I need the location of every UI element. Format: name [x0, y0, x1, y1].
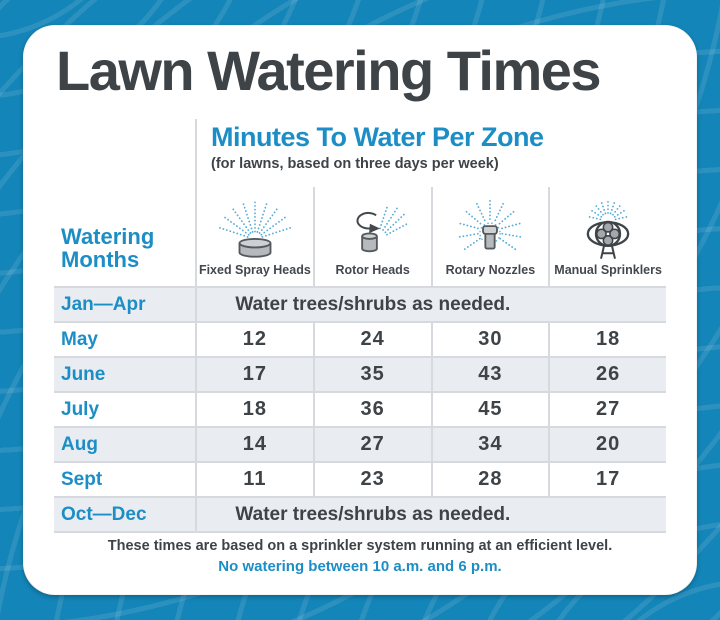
- value-cell: 35: [312, 358, 431, 391]
- value-cell: 26: [548, 358, 666, 391]
- value-cell: 24: [312, 323, 431, 356]
- table-header-row: Watering Months: [54, 187, 666, 286]
- table-row: Aug 14 27 34 20: [54, 426, 666, 461]
- value-cell: 11: [195, 463, 313, 496]
- value-cell: 18: [195, 393, 313, 426]
- subtitle-cell: Minutes To Water Per Zone (for lawns, ba…: [195, 119, 666, 187]
- page-title: Lawn Watering Times: [56, 39, 602, 102]
- value-cell: 30: [430, 323, 549, 356]
- table-row: Oct—Dec Water trees/shrubs as needed.: [54, 496, 666, 531]
- value-cell: 43: [430, 358, 549, 391]
- table-row: June 17 35 43 26: [54, 356, 666, 391]
- span-cell: Water trees/shrubs as needed.: [195, 498, 666, 531]
- value-cell: 12: [195, 323, 313, 356]
- rotary-nozzles-icon: [458, 199, 522, 251]
- value-cell: 27: [312, 428, 431, 461]
- footer: These times are based on a sprinkler sys…: [23, 538, 697, 575]
- fixed-spray-heads-icon: [217, 199, 293, 258]
- table-subtitle: Minutes To Water Per Zone: [211, 122, 544, 152]
- value-cell: 34: [430, 428, 549, 461]
- span-note: Water trees/shrubs as needed.: [235, 293, 511, 315]
- subtitle-spacer-cell: [54, 119, 195, 187]
- table-subtitle-note: (for lawns, based on three days per week…: [211, 156, 499, 172]
- footnote-efficiency: These times are based on a sprinkler sys…: [107, 538, 613, 554]
- column-label: Fixed Spray Heads: [198, 263, 311, 277]
- value-cell: 23: [312, 463, 431, 496]
- row-header-label: Watering Months: [61, 223, 155, 272]
- column-label: Manual Sprinklers: [554, 263, 662, 277]
- value-cell: 27: [548, 393, 666, 426]
- table-row: Jan—Apr Water trees/shrubs as needed.: [54, 286, 666, 321]
- column-label: Rotary Nozzles: [445, 263, 536, 277]
- table-row: Sept 11 23 28 17: [54, 461, 666, 496]
- footnote-no-watering-hours: No watering between 10 a.m. and 6 p.m.: [218, 558, 502, 575]
- value-cell: 45: [430, 393, 549, 426]
- column-header-manual-sprinklers: Manual Sprinklers: [548, 187, 666, 286]
- month-label: Sept: [61, 468, 103, 490]
- rotor-heads-icon: [356, 204, 410, 253]
- value-cell: 14: [195, 428, 313, 461]
- table-row: July 18 36 45 27: [54, 391, 666, 426]
- value-cell: 18: [548, 323, 666, 356]
- month-label: Jan—Apr: [61, 293, 146, 315]
- column-header-rotor-heads: Rotor Heads: [312, 187, 431, 286]
- month-label: July: [61, 398, 100, 420]
- value-cell: 17: [548, 463, 666, 496]
- month-label: Oct—Dec: [61, 503, 147, 525]
- column-header-rotary-nozzles: Rotary Nozzles: [430, 187, 549, 286]
- value-cell: 17: [195, 358, 313, 391]
- column-header-fixed-spray-heads: Fixed Spray Heads: [195, 187, 313, 286]
- column-label: Rotor Heads: [335, 263, 410, 277]
- month-label: June: [61, 363, 106, 385]
- month-label: May: [61, 328, 98, 350]
- table-subtitle-row: Minutes To Water Per Zone (for lawns, ba…: [54, 119, 666, 187]
- value-cell: 28: [430, 463, 549, 496]
- value-cell: 36: [312, 393, 431, 426]
- infographic-card: Lawn Watering Times Minutes To Water Per…: [23, 25, 697, 595]
- watering-table: Minutes To Water Per Zone (for lawns, ba…: [54, 119, 666, 533]
- manual-sprinklers-icon: [586, 199, 630, 259]
- value-cell: 20: [548, 428, 666, 461]
- table-row: May 12 24 30 18: [54, 321, 666, 356]
- span-note: Water trees/shrubs as needed.: [235, 503, 511, 525]
- span-cell: Water trees/shrubs as needed.: [195, 288, 666, 321]
- month-label: Aug: [61, 433, 98, 455]
